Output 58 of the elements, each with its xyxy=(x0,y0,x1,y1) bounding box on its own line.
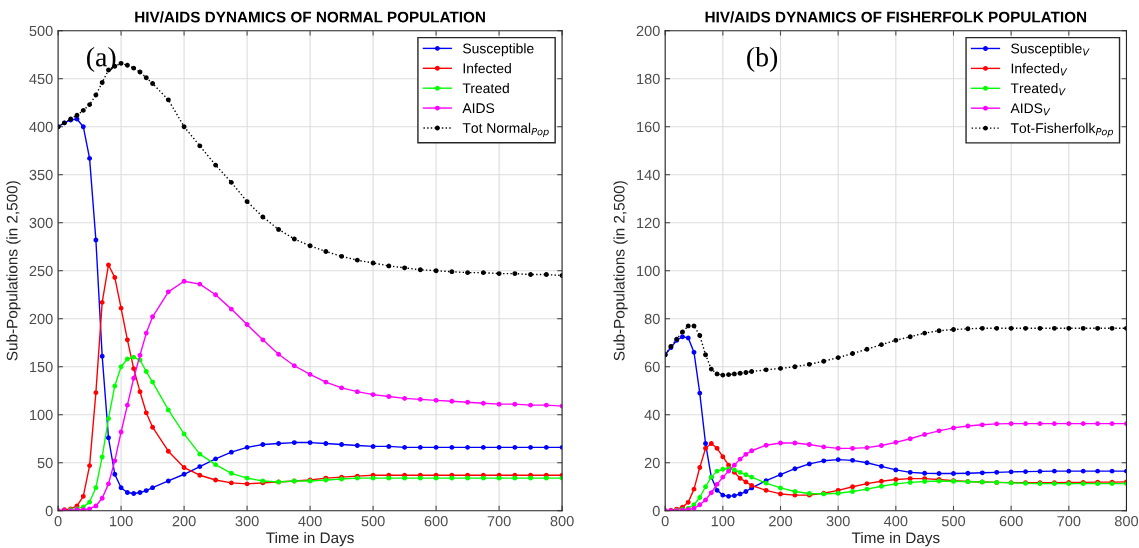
legend-label: Treated xyxy=(462,82,509,94)
x-tick-label: 700 xyxy=(1057,515,1081,527)
y-tick-label: 80 xyxy=(644,313,660,325)
y-tick-label: 250 xyxy=(29,265,53,277)
chart-title: HIV/AIDS DYNAMICS OF NORMAL POPULATION xyxy=(135,11,485,23)
x-axis-title: Time in Days xyxy=(266,531,354,547)
x-tick-label: 700 xyxy=(487,515,511,527)
y-tick-label: 120 xyxy=(637,217,660,229)
x-tick-label: 100 xyxy=(110,515,133,527)
y-tick-label: 50 xyxy=(37,457,53,469)
y-tick-label: 40 xyxy=(644,409,660,421)
y-tick-label: 140 xyxy=(637,169,660,181)
x-tick-label: 0 xyxy=(661,515,669,527)
x-tick-label: 300 xyxy=(235,515,259,527)
y-tick-label: 500 xyxy=(29,25,53,37)
x-tick-label: 600 xyxy=(999,515,1023,527)
y-tick-label: 200 xyxy=(636,25,660,37)
x-tick-label: 200 xyxy=(172,515,196,527)
y-tick-label: 180 xyxy=(637,73,660,85)
y-tick-label: 0 xyxy=(45,505,53,517)
legend-label: Infected$_{V}$ xyxy=(1011,63,1068,76)
legend-label: Tot Normal$_{Pop}$ xyxy=(462,122,549,138)
annotation: (a) xyxy=(87,46,116,73)
x-tick-label: 800 xyxy=(1114,515,1139,527)
legend-label: Tot-Fisherfolk$_{Pop}$ xyxy=(1010,122,1114,138)
x-tick-label: 0 xyxy=(54,515,62,527)
annotation: (b) xyxy=(747,46,778,73)
x-tick-label: 600 xyxy=(424,515,448,527)
y-tick-label: 160 xyxy=(637,121,660,133)
x-axis-title: Time in Days xyxy=(851,531,940,547)
y-tick-label: 300 xyxy=(29,217,53,229)
y-tick-label: 400 xyxy=(29,121,53,133)
y-tick-label: 200 xyxy=(29,313,53,325)
y-tick-label: 150 xyxy=(30,361,53,373)
y-tick-label: 100 xyxy=(637,265,660,277)
x-tick-label: 800 xyxy=(550,515,574,527)
legend-label: Treated$_{V}$ xyxy=(1010,83,1066,96)
legend-label: Susceptible xyxy=(463,43,534,57)
x-tick-label: 200 xyxy=(769,515,793,527)
legend-label: AIDS$_{V}$ xyxy=(1010,103,1051,116)
x-tick-label: 100 xyxy=(711,515,735,527)
x-tick-label: 400 xyxy=(883,515,908,527)
y-tick-label: 0 xyxy=(652,505,660,517)
y-tick-label: 100 xyxy=(30,409,53,421)
x-tick-label: 500 xyxy=(361,515,385,527)
y-axis-title: Sub-Populations (in 2,500) xyxy=(613,181,628,361)
y-axis-title: Sub-Populations (in 2,500) xyxy=(6,181,21,361)
y-tick-label: 450 xyxy=(29,73,53,85)
y-tick-label: 20 xyxy=(644,457,660,469)
legend-label: AIDS xyxy=(462,103,495,114)
legend-label: Susceptible$_{V}$ xyxy=(1011,43,1090,57)
x-tick-label: 500 xyxy=(941,515,966,527)
x-tick-label: 300 xyxy=(826,515,850,527)
y-tick-label: 60 xyxy=(644,361,660,373)
chart-title: HIV/AIDS DYNAMICS OF FISHERFOLK POPULATION xyxy=(705,11,1087,23)
x-tick-label: 400 xyxy=(298,515,322,527)
y-tick-label: 350 xyxy=(29,169,53,181)
legend-label: Infected xyxy=(463,63,511,74)
